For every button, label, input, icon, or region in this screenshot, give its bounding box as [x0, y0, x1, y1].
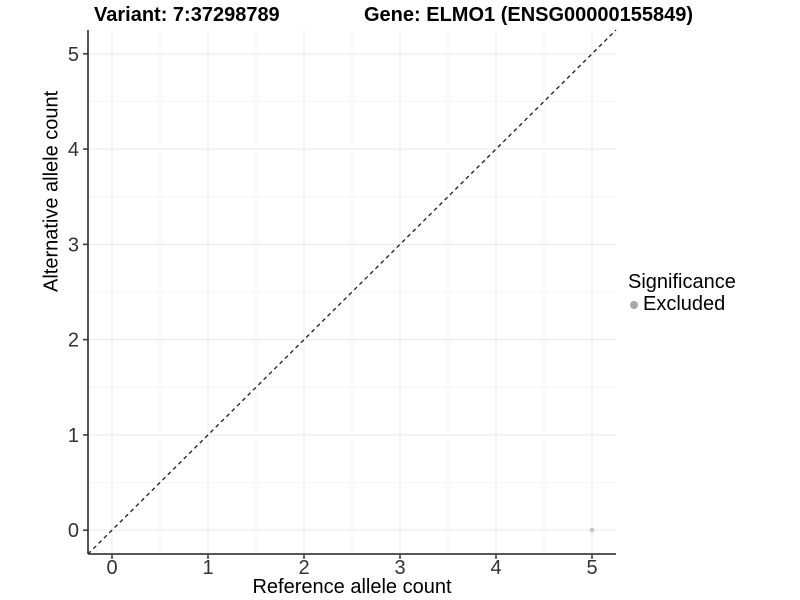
- legend-point-icon: [630, 300, 638, 309]
- plot-title-gene: Gene: ELMO1 (ENSG00000155849): [364, 4, 694, 26]
- x-axis-title: Reference allele count: [252, 576, 452, 598]
- y-tick-label: 5: [68, 44, 79, 66]
- legend: Significance Excluded: [628, 272, 736, 315]
- x-tick-label: 5: [586, 557, 597, 579]
- plot-title-variant: Variant: 7:37298789: [94, 4, 280, 26]
- x-tick-label: 4: [490, 557, 501, 579]
- y-tick-label: 1: [68, 425, 79, 447]
- legend-title: Significance: [628, 271, 736, 293]
- y-tick-label: 3: [68, 234, 79, 256]
- x-tick-label: 3: [394, 557, 405, 579]
- legend-item-label: Excluded: [643, 293, 726, 315]
- y-tick-label: 4: [68, 139, 79, 161]
- y-tick-label: 2: [68, 330, 79, 352]
- data-point-excluded: [589, 527, 595, 533]
- legend-item-excluded: Excluded: [628, 294, 736, 315]
- y-tick-label: 0: [68, 520, 79, 542]
- x-tick-label: 1: [202, 557, 213, 579]
- identity-dashed-line: [87, 29, 617, 555]
- x-tick-label: 0: [106, 557, 117, 579]
- x-tick-label: 2: [298, 557, 309, 579]
